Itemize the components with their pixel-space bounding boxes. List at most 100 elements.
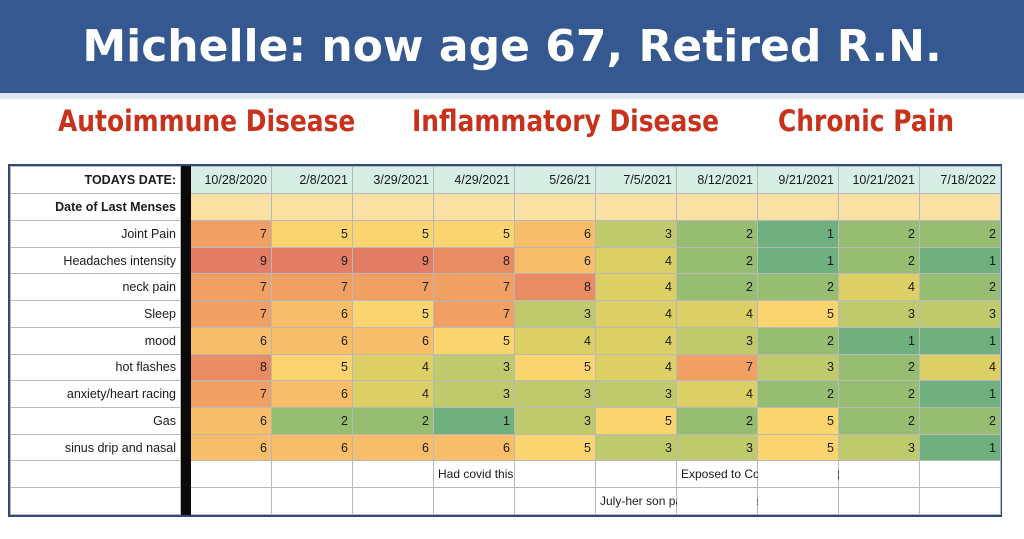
note-cell: [271, 487, 353, 515]
symptom-row: Sleep 7 6 5 7 3 4 4 5 3 3: [10, 300, 1001, 328]
score-cell: 2: [919, 219, 1001, 248]
score-cell: 7: [190, 380, 272, 408]
score-cell: 2: [838, 353, 920, 382]
score-cell: 6: [271, 380, 353, 408]
score-cell: 5: [514, 433, 596, 462]
title-banner: Michelle: now age 67, Retired R.N.: [0, 0, 1024, 93]
score-cell: 4: [676, 300, 758, 328]
score-cell: 5: [352, 219, 434, 248]
score-cell: 4: [595, 300, 677, 328]
divider-bar: [180, 380, 191, 408]
score-cell: 6: [271, 326, 353, 355]
date-row-label: TODAYS DATE:: [10, 165, 181, 195]
symptom-table: TODAYS DATE: 10/28/2020 2/8/2021 3/29/2021 4…: [8, 164, 1002, 517]
symptom-row: mood 6 6 6 5 4 4 3 2 1 1: [10, 326, 1001, 355]
symptom-row: sinus drip and nasal 6 6 6 6 5 3 3 5 3 1: [10, 433, 1001, 462]
date-cell: 4/29/2021: [433, 165, 515, 195]
category-chronic-pain: Chronic Pain: [778, 104, 955, 138]
divider-bar: [180, 165, 191, 195]
score-cell: 3: [514, 380, 596, 408]
score-cell: 7: [190, 219, 272, 248]
score-cell: 4: [352, 353, 434, 382]
menses-cell: [271, 193, 353, 221]
symptom-label: Joint Pain: [10, 219, 181, 248]
score-cell: 1: [838, 326, 920, 355]
score-cell: 2: [676, 219, 758, 248]
symptom-label: anxiety/heart racing: [10, 380, 181, 408]
note-cell: [352, 487, 434, 515]
note-cell: [757, 487, 839, 515]
note-cell: [190, 460, 272, 489]
score-cell: 4: [595, 353, 677, 382]
score-cell: 5: [271, 353, 353, 382]
score-cell: 6: [433, 433, 515, 462]
score-cell: 5: [514, 353, 596, 382]
score-cell: 2: [838, 246, 920, 275]
symptom-row: hot flashes 8 5 4 3 5 4 7 3 2 4: [10, 353, 1001, 382]
score-cell: 1: [919, 246, 1001, 275]
score-cell: 2: [919, 273, 1001, 302]
score-cell: 7: [352, 273, 434, 302]
score-cell: 5: [757, 406, 839, 435]
score-cell: 3: [595, 433, 677, 462]
symptom-label: Headaches intensity: [10, 246, 181, 275]
score-cell: 2: [757, 273, 839, 302]
score-cell: 5: [595, 406, 677, 435]
score-cell: 1: [919, 433, 1001, 462]
score-cell: 8: [190, 353, 272, 382]
score-cell: 6: [514, 219, 596, 248]
date-cell: 10/28/2020: [190, 165, 272, 195]
score-cell: 2: [676, 273, 758, 302]
score-cell: 3: [514, 300, 596, 328]
divider-bar: [180, 406, 191, 435]
note-cell: [595, 460, 677, 489]
score-cell: 2: [271, 406, 353, 435]
note-row: Had covid this month (April) Exposed to C…: [10, 460, 1001, 489]
score-cell: 1: [433, 406, 515, 435]
score-cell: 1: [919, 326, 1001, 355]
date-cell: 8/12/2021: [676, 165, 758, 195]
score-cell: 6: [352, 326, 434, 355]
menses-cell: [352, 193, 434, 221]
menses-cell: [919, 193, 1001, 221]
date-row: TODAYS DATE: 10/28/2020 2/8/2021 3/29/2021 4…: [10, 165, 1001, 195]
date-cell: 7/18/2022: [919, 165, 1001, 195]
menses-cell: [190, 193, 272, 221]
score-cell: 9: [352, 246, 434, 275]
score-cell: 4: [514, 326, 596, 355]
category-inflammatory: Inflammatory Disease: [412, 104, 720, 138]
score-cell: 4: [676, 380, 758, 408]
score-cell: 3: [919, 300, 1001, 328]
divider-bar: [180, 300, 191, 328]
symptom-label: hot flashes: [10, 353, 181, 382]
note-cell: [190, 487, 272, 515]
score-cell: 5: [352, 300, 434, 328]
menses-cell: [514, 193, 596, 221]
note-cell: [271, 460, 353, 489]
note-cell: July-her son passed away unexpectedly: [595, 487, 813, 515]
score-cell: 6: [514, 246, 596, 275]
score-cell: 3: [838, 433, 920, 462]
score-cell: 4: [595, 326, 677, 355]
score-cell: 2: [838, 406, 920, 435]
date-cell: 9/21/2021: [757, 165, 839, 195]
score-cell: 9: [190, 246, 272, 275]
menses-row-label: Date of Last Menses: [10, 193, 181, 221]
score-cell: 1: [757, 246, 839, 275]
symptom-label: neck pain: [10, 273, 181, 302]
score-cell: 2: [838, 380, 920, 408]
note-cell: [514, 487, 596, 515]
menses-cell: [595, 193, 677, 221]
page-title: Michelle: now age 67, Retired R.N.: [82, 21, 942, 72]
score-cell: 3: [514, 406, 596, 435]
score-cell: 6: [352, 433, 434, 462]
menses-cell: [757, 193, 839, 221]
score-cell: 7: [676, 353, 758, 382]
symptom-row: Joint Pain 7 5 5 5 6 3 2 1 2 2: [10, 219, 1001, 248]
date-cell: 3/29/2021: [352, 165, 434, 195]
divider-bar: [180, 460, 191, 489]
score-cell: 7: [271, 273, 353, 302]
banner-divider: [0, 93, 1024, 99]
date-cell: 5/26/21: [514, 165, 596, 195]
score-cell: 7: [433, 273, 515, 302]
